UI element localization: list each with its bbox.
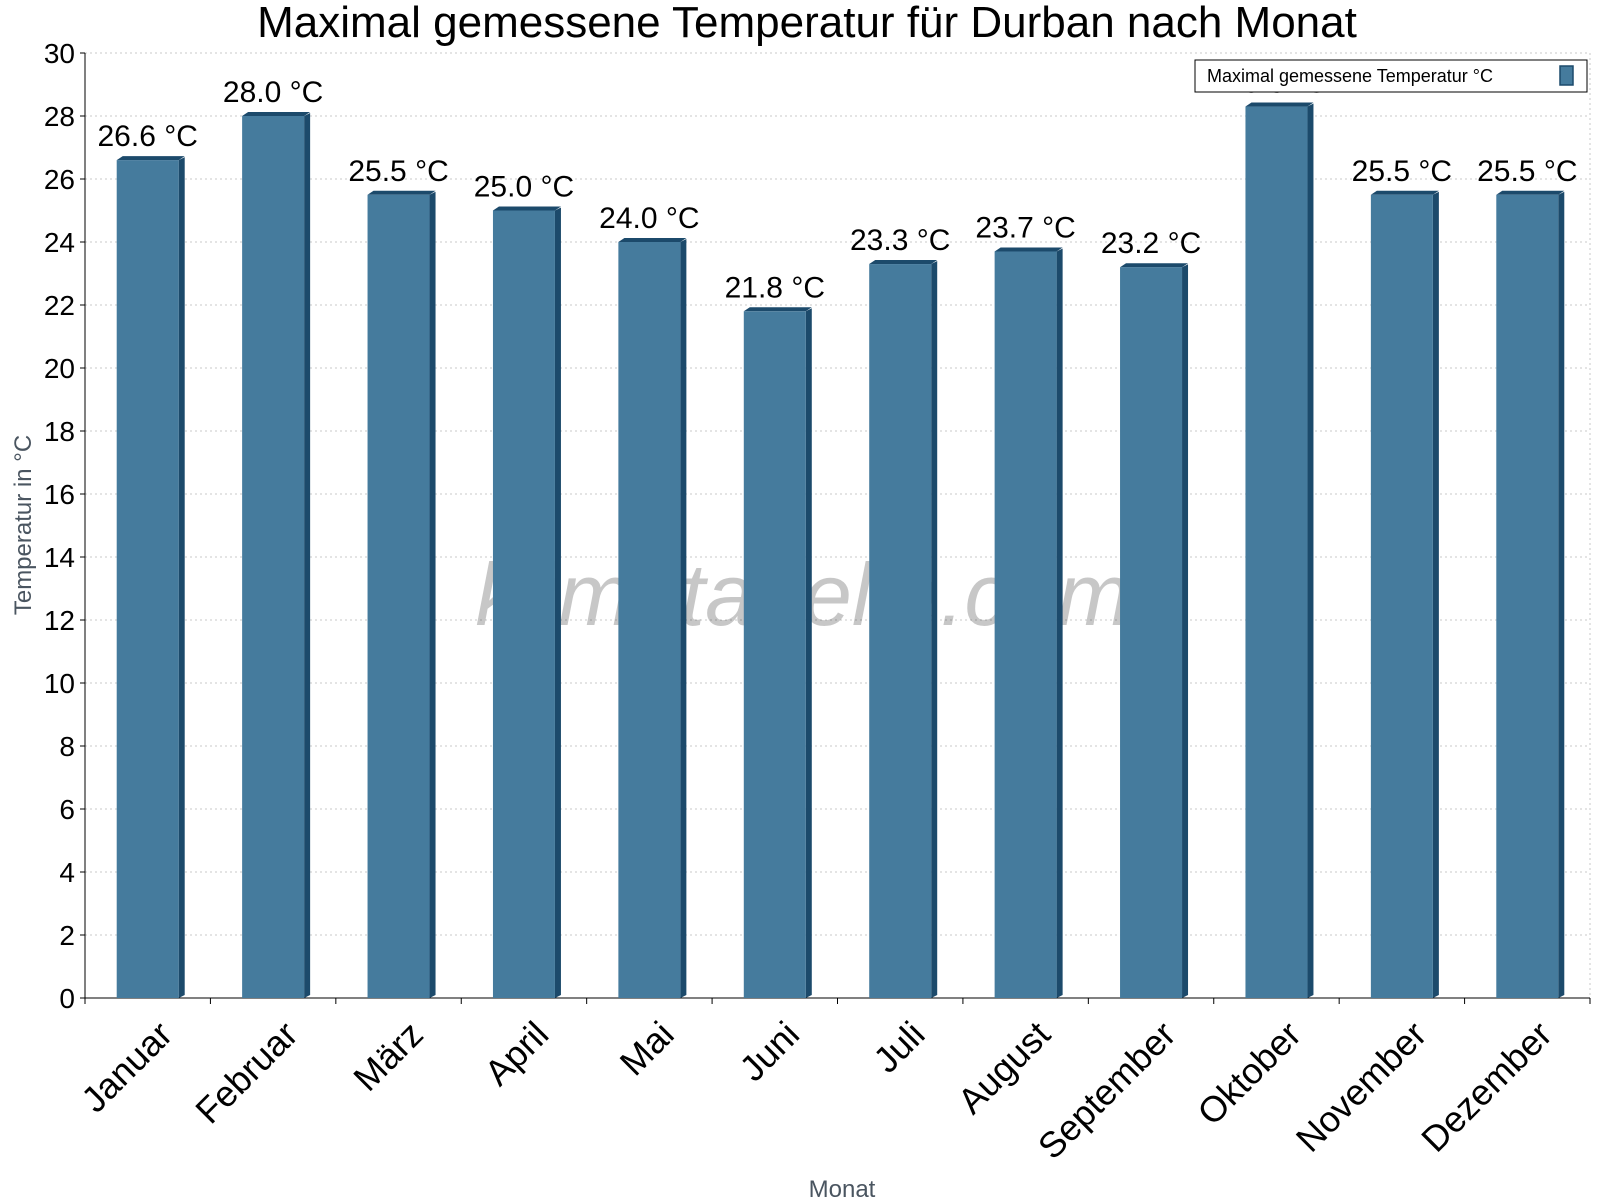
bar <box>869 264 932 998</box>
bar <box>994 251 1057 998</box>
bar-side <box>1182 264 1189 998</box>
bar-side <box>1307 103 1314 999</box>
x-tick-label: Dezember <box>1413 1013 1559 1159</box>
bar-side <box>429 191 436 998</box>
bar <box>492 210 555 998</box>
x-tick-label: Juni <box>731 1013 807 1089</box>
bar-top <box>242 112 311 116</box>
bar-top <box>869 260 938 265</box>
y-tick-label: 24 <box>44 227 75 258</box>
bar <box>1245 106 1308 999</box>
bar <box>743 311 806 998</box>
grid-lines <box>85 115 1590 936</box>
bar <box>1496 194 1559 998</box>
y-tick-label: 8 <box>59 731 75 762</box>
data-label: 21.8 °C <box>725 271 825 304</box>
bar-top <box>1245 102 1314 107</box>
x-tick-label: Januar <box>73 1013 180 1120</box>
bars <box>116 102 1565 999</box>
data-label: 28.0 °C <box>223 76 323 109</box>
y-axis-title: Temperatur in °C <box>10 435 37 615</box>
data-labels: 26.6 °C 28.0 °C 25.5 °C 25.0 °C 24.0 °C 21.8 … <box>98 67 1578 305</box>
data-label: 25.0 °C <box>474 171 574 204</box>
x-axis-title: Monat <box>809 1176 876 1200</box>
bar-top <box>743 307 812 312</box>
data-label: 26.6 °C <box>98 120 198 153</box>
y-tick-label: 16 <box>44 479 75 510</box>
y-tick-label: 22 <box>44 290 75 321</box>
bar-top <box>618 238 687 242</box>
y-tick-label: 14 <box>44 542 75 573</box>
bar-side <box>304 113 311 998</box>
data-label: 25.5 °C <box>1352 155 1452 188</box>
bar-side <box>178 157 185 999</box>
x-tick-label: Oktober <box>1189 1013 1309 1133</box>
y-tick-label: 2 <box>59 920 75 951</box>
legend: Maximal gemessene Temperatur °C <box>1194 59 1588 93</box>
x-axis: Januar Februar März April Mai Juni Juli AugustS… <box>73 998 1591 1167</box>
x-tick-label: November <box>1288 1013 1434 1159</box>
data-label: 25.5 °C <box>1477 155 1577 188</box>
data-label: 23.3 °C <box>850 224 950 257</box>
y-tick-label: 12 <box>44 605 75 636</box>
y-tick-label: 0 <box>59 983 75 1014</box>
bar-side <box>1558 191 1565 998</box>
plot-frame <box>84 52 1591 999</box>
y-tick-label: 4 <box>59 857 75 888</box>
bar-top <box>492 206 561 211</box>
bar-top <box>116 156 185 161</box>
y-tick-label: 26 <box>44 164 75 195</box>
y-tick-label: 30 <box>44 38 75 69</box>
bar-side <box>554 207 561 998</box>
x-tick-label: April <box>476 1013 556 1093</box>
data-label: 24.0 °C <box>599 202 699 235</box>
y-tick-label: 28 <box>44 101 75 132</box>
legend-box <box>1194 59 1588 93</box>
y-tick-label: 20 <box>44 353 75 384</box>
bar <box>116 160 179 999</box>
y-tick-label: 10 <box>44 668 75 699</box>
bar-side <box>680 239 687 998</box>
x-tick-label: März <box>345 1013 431 1099</box>
bar-top <box>1370 190 1439 195</box>
x-tick-label: Mai <box>612 1013 682 1083</box>
x-tick-label: Juli <box>865 1013 932 1080</box>
bar <box>367 194 430 998</box>
x-tick-label: September <box>1030 1013 1184 1167</box>
bar-top <box>1496 190 1565 195</box>
bar <box>618 242 681 998</box>
data-label: 25.5 °C <box>348 155 448 188</box>
x-tick-label: August <box>950 1013 1058 1121</box>
legend-label: Maximal gemessene Temperatur °C <box>1207 66 1493 86</box>
x-tick-label: Februar <box>187 1013 305 1131</box>
legend-swatch <box>1559 65 1574 86</box>
bar-side <box>931 261 938 998</box>
y-tick-label: 6 <box>59 794 75 825</box>
y-tick-label: 18 <box>44 416 75 447</box>
bar <box>242 116 305 998</box>
bar-side <box>1056 248 1063 998</box>
bar-top <box>367 190 436 195</box>
data-label: 23.2 °C <box>1101 227 1201 260</box>
bar-side <box>1432 191 1439 998</box>
bar-side <box>805 308 812 998</box>
bar <box>1370 194 1433 998</box>
data-label: 23.7 °C <box>975 211 1075 244</box>
bar-top <box>1120 263 1189 268</box>
chart-title: Maximal gemessene Temperatur für Durban … <box>257 0 1357 47</box>
bar-top <box>994 247 1063 252</box>
bar <box>1120 267 1183 998</box>
